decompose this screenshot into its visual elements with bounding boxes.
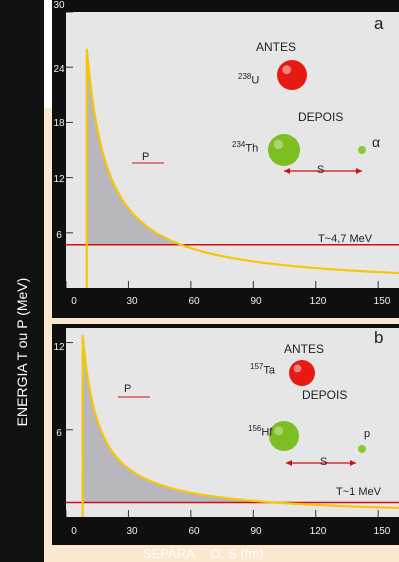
t-energy-label: T~1 MeV [336,486,381,498]
y-axis-label: ENERGIA T ou P (MeV) [14,277,30,427]
potential-curve [81,335,399,517]
emitted-particle [358,445,366,453]
x-tick-label: 90 [250,296,262,307]
x-tick-label: 30 [126,526,138,537]
x-tick-label: 0 [71,296,77,307]
parent-nucleus [277,60,307,90]
x-axis-label: SEPARA¨ ¨ O, S (fm) [143,546,264,561]
parent-nucleus-highlight [282,65,292,75]
y-tick-label: 12 [53,342,65,353]
y-axis-bar: ENERGIA T ou P (MeV) [0,0,44,562]
proton-particle-label: p [364,428,371,440]
panel-letter: a [374,14,384,33]
tunneling-region [82,335,275,503]
panel-a: 30 24 18 12 6 0 30 60 90 120 150 a ANTES… [52,0,399,318]
x-tick-label: 90 [250,526,262,537]
parent-nucleus-label: 238U [238,72,260,87]
antes-label: ANTES [284,342,325,356]
x-tick-label: 60 [188,526,200,537]
y-tick-label: 6 [56,428,62,439]
daughter-nucleus [268,134,300,166]
chart-a-svg [66,12,399,288]
x-tick-label: 120 [309,526,327,537]
y-tick-label: 12 [53,174,65,185]
parent-nucleus-label: 157Ta [250,362,275,377]
x-tick-label: 0 [71,526,77,537]
chart-b-svg [66,335,399,517]
separation-s-label: S [317,164,325,176]
panel-b: 12 6 0 30 60 90 120 150 b ANTES 157Ta DE… [52,324,399,545]
separation-s-label: S [320,456,328,468]
antes-label: ANTES [256,40,297,54]
parent-nucleus [289,360,315,386]
emitted-particle [358,146,366,154]
daughter-nucleus-label: 234Th [232,140,259,155]
separation-arrowhead-left [284,168,290,174]
alpha-particle-label: α [372,134,381,150]
x-tick-label: 30 [126,296,138,307]
y-tick-label: 24 [53,64,65,75]
plot-area-b: b ANTES 157Ta DEPOIS 156Hf p S P T~1 MeV [66,328,399,517]
daughter-nucleus-highlight [273,139,284,150]
p-label: P [124,383,132,395]
y-tick-label: 30 [53,0,65,11]
panel-letter: b [374,328,384,347]
parent-nucleus-highlight [293,364,302,373]
y-tick-label: 6 [56,230,62,241]
x-tick-label: 150 [373,296,391,307]
daughter-nucleus-label: 156Hf [248,424,273,439]
separation-arrowhead-right [350,460,356,466]
plot-area-a: a ANTES 238U DEPOIS 234Th α S P T~4,7 Me… [66,12,399,288]
daughter-nucleus-highlight [274,426,284,436]
x-tick-label: 150 [373,526,391,537]
potential-curve [85,48,399,288]
depois-label: DEPOIS [298,110,344,124]
depois-label: DEPOIS [302,388,348,402]
separation-arrowhead-right [356,168,362,174]
t-energy-label: T~4,7 MeV [318,233,373,245]
y-tick-label: 18 [53,118,65,129]
daughter-nucleus [269,421,299,451]
x-tick-label: 120 [309,296,327,307]
separation-arrowhead-left [286,460,292,466]
x-tick-label: 60 [188,296,200,307]
tunneling-region [86,48,182,245]
p-label: P [142,151,150,163]
